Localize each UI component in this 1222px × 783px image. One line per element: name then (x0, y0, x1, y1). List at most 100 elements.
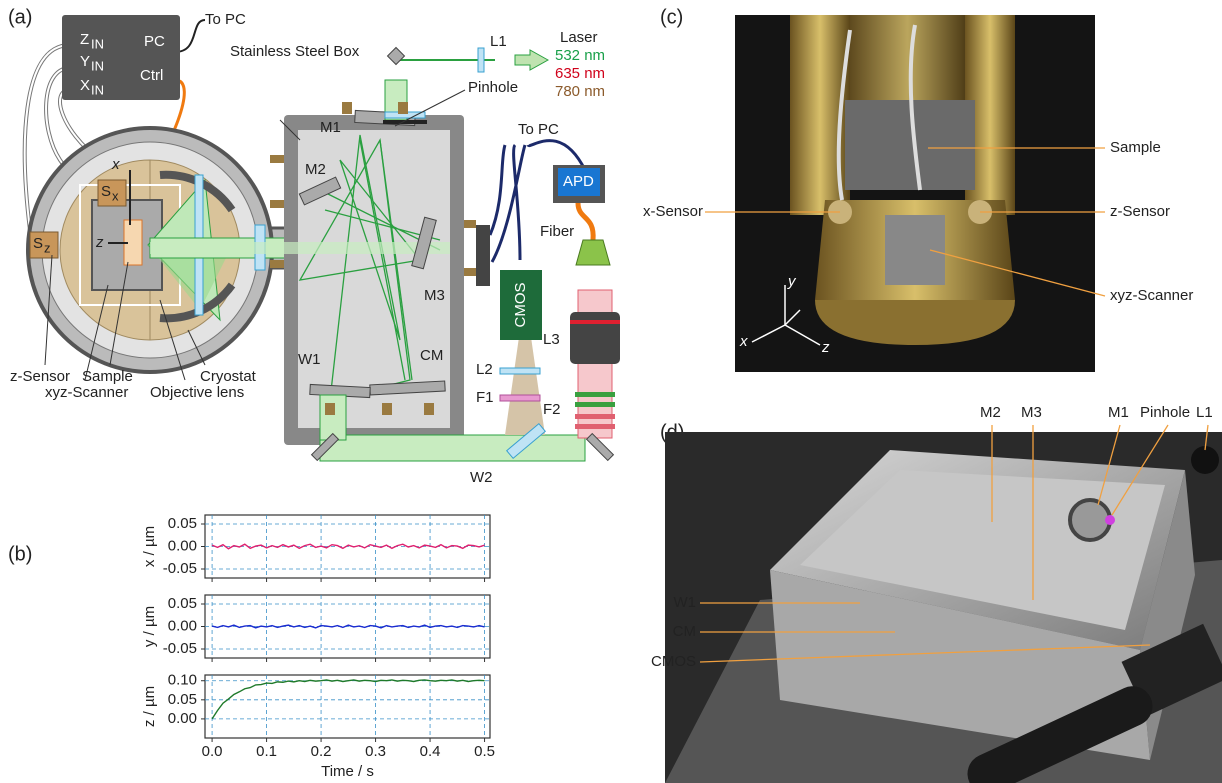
label: Sample (82, 368, 133, 385)
label: M3 (1021, 404, 1042, 421)
label: L1 (1196, 404, 1213, 421)
y-tick-label: 0.00 (168, 710, 197, 727)
diagram-a-part (148, 245, 230, 310)
label: Objective lens (150, 384, 244, 401)
y-tick-label: 0.05 (168, 595, 197, 612)
diagram-a-part-part (279, 119, 301, 141)
diagram-a-part (514, 49, 550, 71)
diagram-a-part (174, 19, 206, 53)
diagram-a-part (488, 139, 587, 263)
label: To PC (205, 11, 246, 28)
diagram-a-part (558, 168, 600, 196)
diagram-a-part (62, 15, 180, 100)
diagram-a-part (411, 216, 437, 270)
label: Y (80, 53, 90, 70)
diagram-a-part (319, 139, 441, 381)
x-tick-label: 0.1 (256, 743, 277, 760)
diagram-a-part-part (394, 89, 466, 127)
label: Z (80, 31, 89, 48)
label: 532 nm (555, 47, 605, 64)
label: xyz-Scanner (45, 384, 128, 401)
photo-d-part-part (1097, 424, 1121, 506)
diagram-a-part-part (464, 220, 476, 228)
diagram-a-part (298, 130, 450, 428)
diagram-a-part (97, 179, 127, 207)
diagram-a-part (499, 367, 541, 375)
y-axis-label: y / µm (141, 606, 158, 647)
photo-d-part (770, 570, 1150, 760)
x-tick-label: 0.4 (420, 743, 441, 760)
panel-label: (c) (660, 6, 683, 28)
diagram-a-part-part (424, 403, 434, 415)
photo-d-part (1068, 498, 1112, 542)
label: z-Sensor (10, 368, 70, 385)
diagram-a-part-part (84, 284, 109, 381)
label: Stainless Steel Box (230, 43, 360, 60)
photo-c-part (836, 24, 922, 201)
label: Pinhole (468, 79, 518, 96)
label: S (33, 235, 43, 252)
diagram-a-part-part (382, 403, 392, 415)
label: S (101, 183, 111, 200)
label: W2 (470, 469, 493, 486)
label: x (739, 333, 748, 350)
y-axis-label: x / µm (141, 526, 158, 567)
diagram-a-part (476, 225, 490, 265)
label: z (44, 240, 51, 255)
label: Fiber (540, 223, 574, 240)
diagram-a-part (386, 46, 406, 66)
label: z-Sensor (1110, 203, 1170, 220)
label: IN (91, 82, 104, 97)
diagram-a-part (29, 231, 59, 259)
photo-c-part-part (751, 324, 786, 343)
label: Pinhole (1140, 404, 1190, 421)
label: X (80, 77, 90, 94)
label: To PC (518, 121, 559, 138)
photo-d-labels: M2 M3 M1 Pinhole L1 W1 CM CMOS (651, 404, 1213, 670)
y-tick-label: 0.00 (168, 617, 197, 634)
diagram-a-part (270, 102, 476, 415)
data-line (211, 624, 485, 629)
diagram-a-part (499, 394, 541, 402)
diagram-a-part-part (325, 403, 335, 415)
diagram-a-part (298, 176, 342, 206)
label: M2 (305, 161, 326, 178)
diagram-a-part (575, 392, 615, 397)
label: M2 (980, 404, 1001, 421)
diagram-a-part (570, 320, 620, 324)
label: 635 nm (555, 65, 605, 82)
photo-d-part (1121, 623, 1222, 717)
diagram-a-part-part (270, 260, 284, 268)
diagram-a-part-part (398, 102, 408, 114)
data-line (211, 543, 485, 550)
diagram-a-part (505, 330, 545, 435)
y-tick-label: 0.00 (168, 537, 197, 554)
diagram-a-part-part (159, 299, 186, 381)
x-tick-label: 0.0 (202, 743, 223, 760)
diagram-a-part (505, 422, 547, 460)
photo-c-part (705, 147, 1106, 297)
diagram-a-part (319, 394, 347, 441)
label: M1 (320, 119, 341, 136)
photo-c-labels: Sample x-Sensor z-Sensor xyz-Scanner y x… (643, 139, 1193, 356)
diagram-a-part-part (270, 200, 284, 208)
diagram-a (22, 15, 620, 462)
label: xyz-Scanner (1110, 287, 1193, 304)
diagram-a-part (500, 270, 542, 340)
label: Sample (1110, 139, 1161, 156)
photo-d-part-part (699, 644, 1151, 663)
photo-c-part-part (784, 309, 801, 326)
photo-c-part (885, 215, 945, 285)
diagram-a-part-part (44, 254, 53, 366)
y-tick-label: 0.05 (168, 515, 197, 532)
diagram-a-part (575, 239, 611, 266)
panel-label: (a) (8, 6, 32, 28)
photo-d (665, 424, 1222, 783)
label: F2 (543, 401, 561, 418)
photo-d-part-part (1204, 424, 1209, 451)
data-line (211, 679, 485, 720)
y-tick-label: -0.05 (163, 560, 197, 577)
diagram-a-part (575, 402, 615, 407)
y-tick-label: -0.05 (163, 640, 197, 657)
